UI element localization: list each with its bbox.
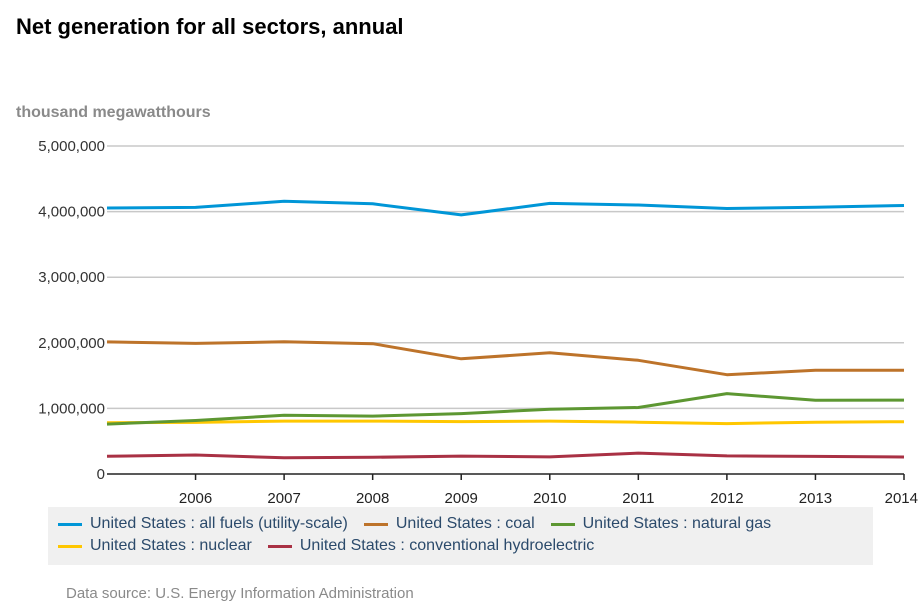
y-tick-label: 0 bbox=[97, 466, 105, 483]
series-line-1[interactable] bbox=[106, 340, 904, 377]
legend-row-2: United States : nuclear United States : … bbox=[58, 535, 873, 557]
legend-row-1: United States : all fuels (utility-scale… bbox=[58, 513, 873, 535]
x-tick-label: 2010 bbox=[533, 490, 566, 505]
y-tick-label: 3,000,000 bbox=[38, 269, 105, 286]
data-source-note: Data source: U.S. Energy Information Adm… bbox=[66, 585, 414, 602]
y-axis-units-label: thousand megawatthours bbox=[16, 104, 211, 121]
series-line-2[interactable] bbox=[106, 392, 905, 426]
y-tick-label: 4,000,000 bbox=[38, 204, 105, 221]
x-tick-label: 2009 bbox=[445, 490, 478, 505]
series-line-3[interactable] bbox=[106, 419, 905, 426]
y-tick-label: 2,000,000 bbox=[38, 335, 105, 352]
legend-item-all-fuels[interactable]: United States : all fuels (utility-scale… bbox=[58, 515, 348, 533]
legend-swatch-natural-gas bbox=[550, 522, 575, 526]
legend-label: United States : coal bbox=[395, 515, 535, 532]
chart-title: Net generation for all sectors, annual bbox=[16, 14, 404, 39]
legend-swatch-all-fuels bbox=[58, 522, 82, 526]
legend-item-hydroelectric[interactable]: United States : conventional hydroelectr… bbox=[267, 537, 595, 555]
legend-label: United States : nuclear bbox=[90, 537, 252, 554]
legend-swatch-hydroelectric bbox=[267, 544, 292, 548]
legend-label: United States : all fuels (utility-scale… bbox=[90, 515, 348, 532]
y-axis-ticks: 0 1,000,000 2,000,000 3,000,000 4,000,000 5,0… bbox=[38, 138, 105, 483]
legend-item-natural-gas[interactable]: United States : natural gas bbox=[550, 515, 772, 533]
series-lines bbox=[106, 199, 905, 460]
y-tick-label: 5,000,000 bbox=[38, 138, 105, 155]
x-tick-label: 2013 bbox=[799, 490, 832, 505]
series-line-4[interactable] bbox=[106, 451, 905, 460]
y-tick-label: 1,000,000 bbox=[38, 400, 105, 417]
legend-label: United States : conventional hydroelectr… bbox=[299, 537, 595, 554]
x-tick-label: 2008 bbox=[356, 490, 389, 505]
legend: United States : all fuels (utility-scale… bbox=[48, 507, 873, 565]
legend-item-coal[interactable]: United States : coal bbox=[363, 515, 535, 533]
legend-label: United States : natural gas bbox=[582, 515, 772, 532]
x-tick-label: 2007 bbox=[267, 490, 300, 505]
legend-swatch-nuclear bbox=[58, 544, 82, 548]
x-tick-label: 2011 bbox=[622, 490, 654, 505]
series-line-0[interactable] bbox=[106, 199, 905, 217]
x-tick-label: 2014 bbox=[885, 490, 918, 505]
x-tick-label: 2012 bbox=[710, 490, 743, 505]
x-axis: 2006 2007 2008 2009 2010 2011 2012 2013 2014 bbox=[107, 473, 918, 505]
legend-swatch-coal bbox=[363, 522, 388, 526]
gridlines bbox=[107, 145, 904, 410]
legend-item-nuclear[interactable]: United States : nuclear bbox=[58, 537, 252, 555]
x-tick-label: 2006 bbox=[179, 490, 212, 505]
line-chart: 0 1,000,000 2,000,000 3,000,000 4,000,000 5,0… bbox=[38, 138, 918, 505]
